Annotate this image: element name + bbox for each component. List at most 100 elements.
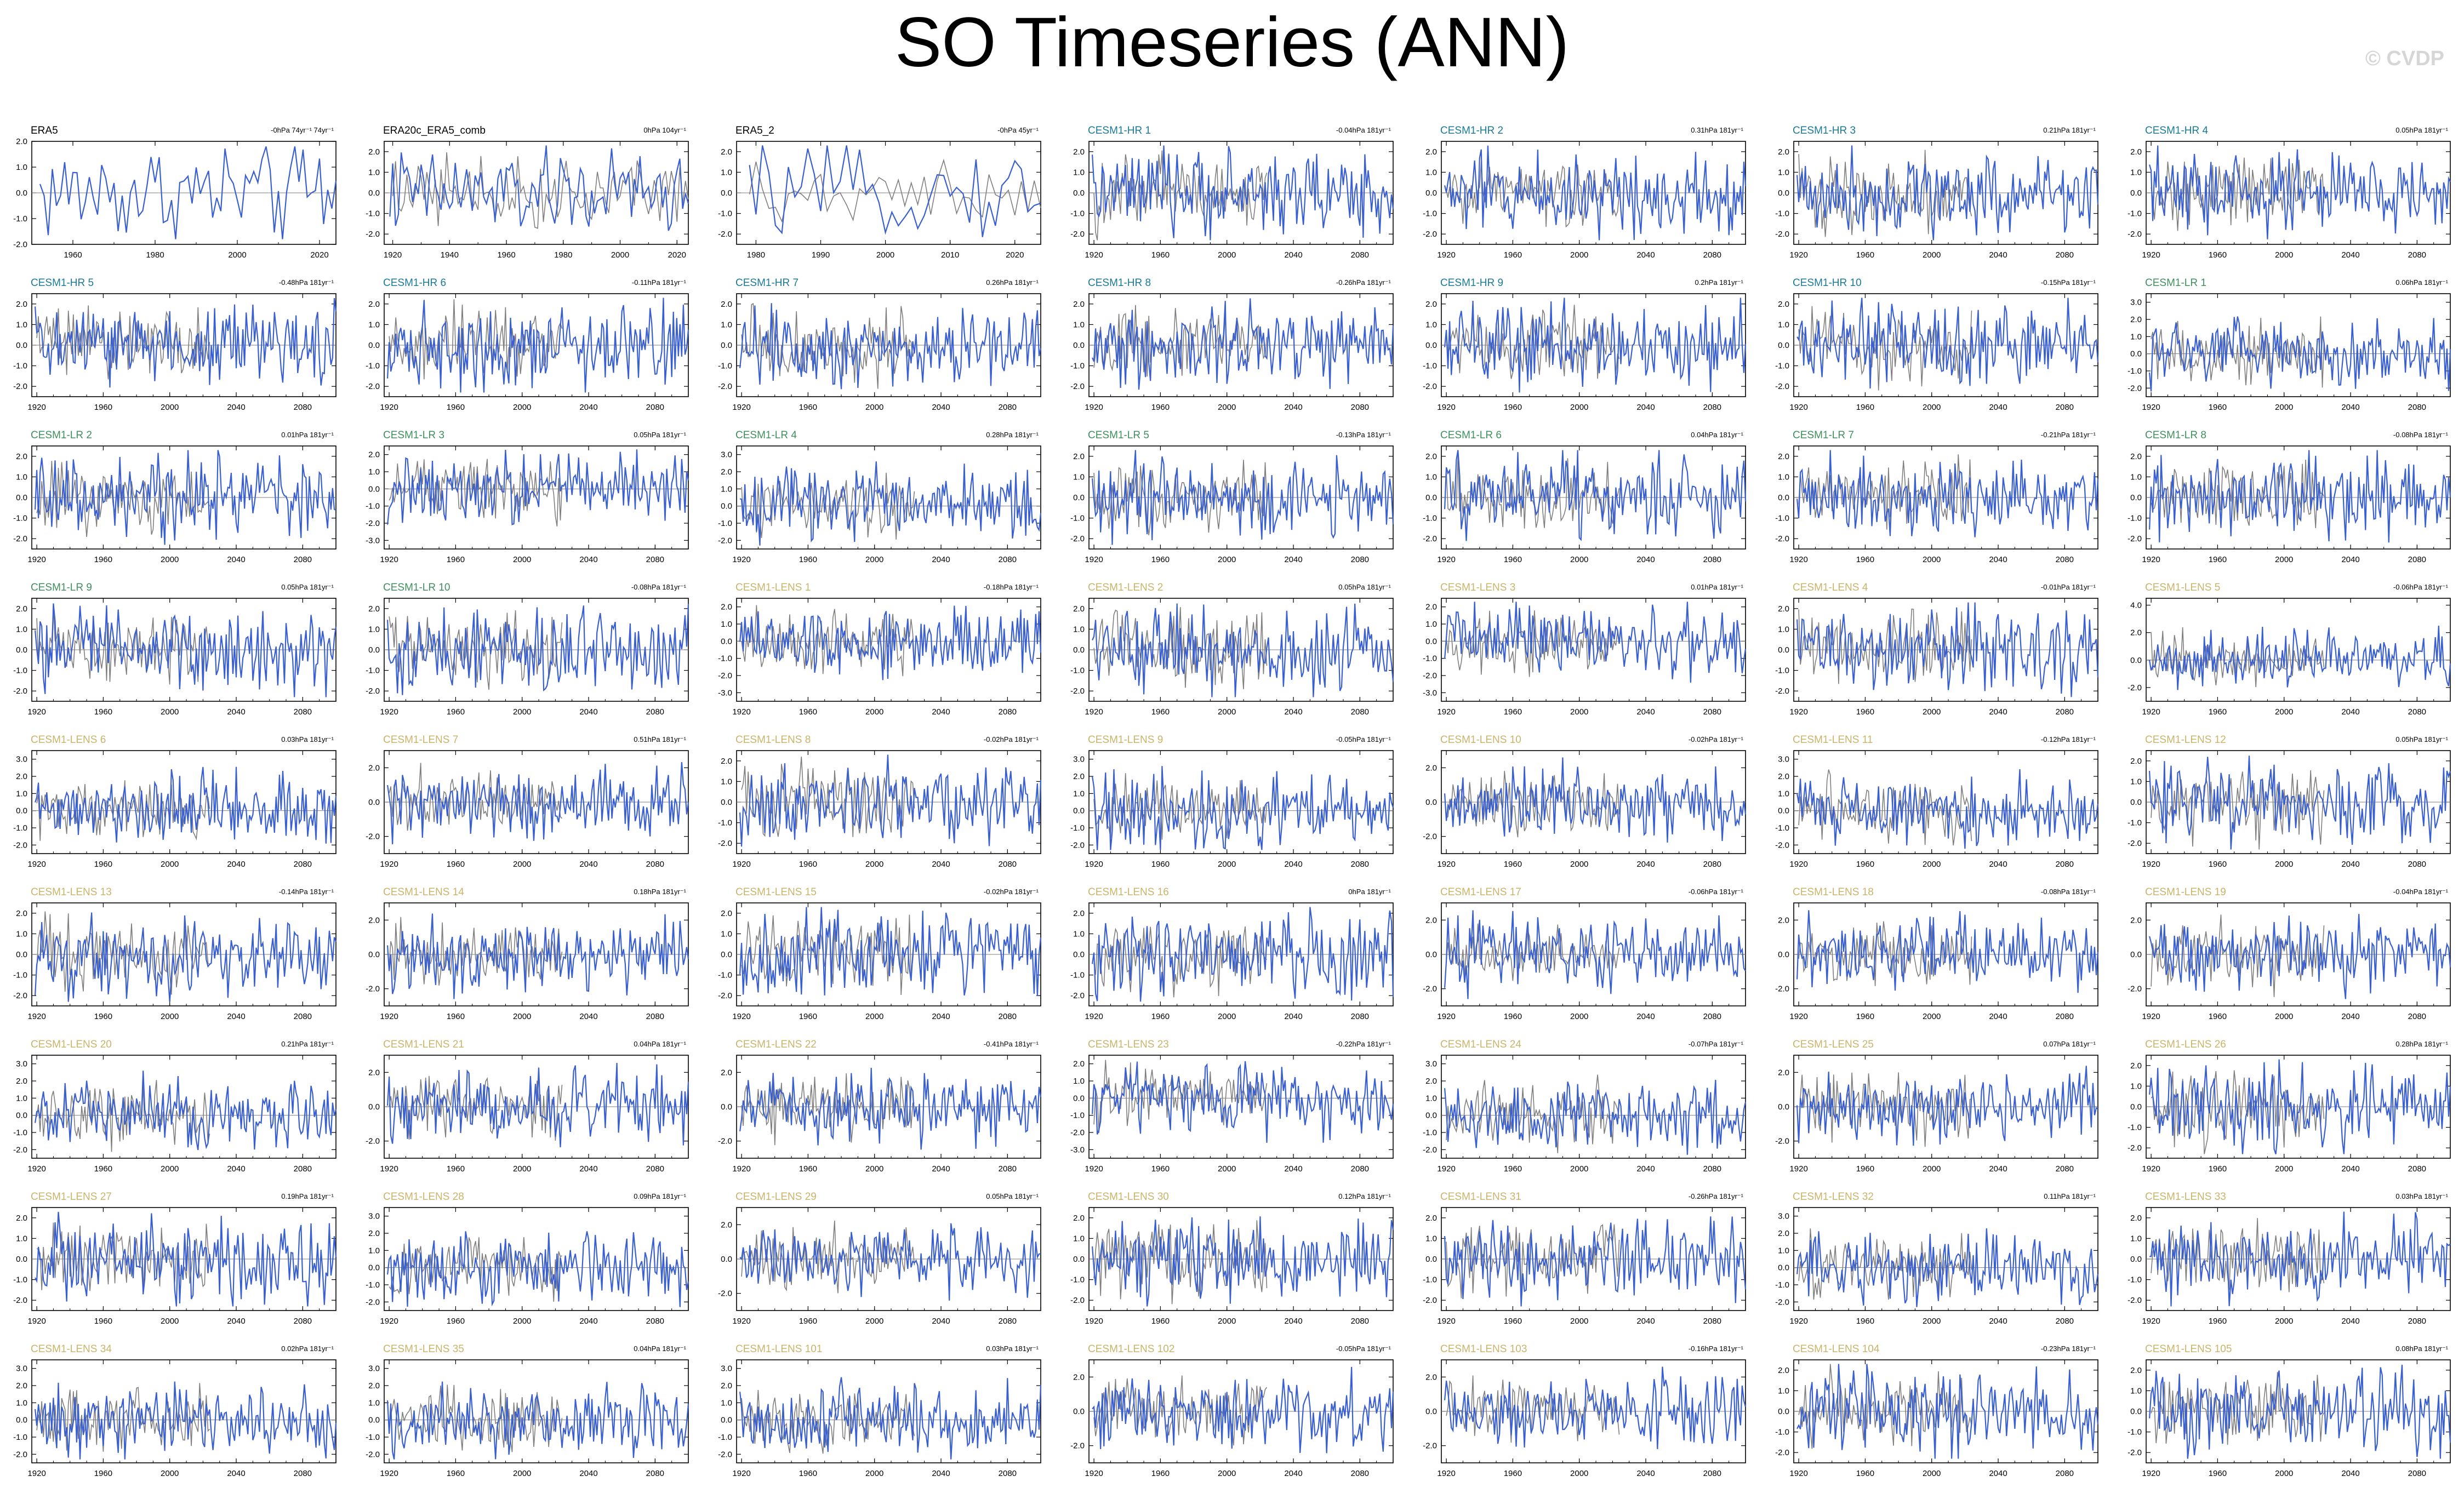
obs-series-line	[741, 605, 915, 677]
y-tick-label: -2.0	[13, 240, 27, 249]
panel-plot: 2.0 1.0 0.0 -1.0 -2.0 1920 1960 2000 2040 2080	[1070, 902, 1394, 1021]
panel-title: CESM1-HR 9	[1440, 277, 1504, 289]
x-tick-label: 1960	[94, 860, 112, 869]
x-tick-label: 2040	[1636, 403, 1655, 412]
panel-title: CESM1-LENS 101	[735, 1343, 823, 1355]
x-tick-label: 1920	[1437, 403, 1455, 412]
x-tick-label: 2000	[161, 403, 179, 412]
x-tick-label: 1960	[1856, 555, 1874, 564]
timeseries-panel: CESM1-LENS 11 -0.12hPa 181yr⁻¹ 3.0 2.0 1.0 0.…	[1775, 734, 2099, 869]
panel-plot: 2.0 1.0 0.0 -1.0 -2.0 1920 1960 2000 2040 2080	[1070, 141, 1394, 260]
x-tick-label: 2000	[865, 1317, 883, 1326]
y-tick-label: -2.0	[1070, 534, 1085, 543]
y-tick-label: -2.0	[366, 230, 380, 239]
x-tick-label: 2000	[1923, 555, 1941, 564]
x-tick-label: 2040	[1989, 1469, 2007, 1478]
panel-title: CESM1-LR 10	[383, 582, 450, 593]
x-tick-label: 2000	[1218, 555, 1236, 564]
series-line	[739, 461, 1042, 546]
y-tick-label: 2.0	[1073, 909, 1085, 918]
x-tick-label: 1960	[1151, 1469, 1170, 1478]
y-tick-label: 2.0	[1778, 1068, 1789, 1077]
x-tick-label: 2000	[513, 860, 531, 869]
y-tick-label: -1.0	[718, 971, 732, 980]
trend-label: -0.14hPa 181yr⁻¹	[278, 888, 334, 896]
series-line	[2149, 316, 2451, 392]
plot-frame	[1441, 1055, 1746, 1159]
y-tick-label: 0.0	[16, 950, 27, 959]
y-tick-label: -1.0	[1070, 971, 1085, 980]
panel-plot: 2.0 1.0 0.0 -1.0 -2.0 1920 1960 2000 2040 2080	[1775, 1359, 2099, 1478]
x-tick-label: 1960	[1856, 250, 1874, 260]
y-tick-label: 0.0	[1778, 493, 1789, 502]
trend-label: 0.03hPa 181yr⁻¹	[986, 1344, 1039, 1353]
trend-label: -0hPa 74yr⁻¹ 74yr⁻¹	[271, 126, 334, 134]
x-tick-label: 1960	[447, 860, 465, 869]
obs-series-line	[1093, 460, 1268, 535]
y-tick-label: 2.0	[1425, 916, 1437, 925]
y-tick-label: -2.0	[1775, 1137, 1789, 1146]
y-tick-label: -1.0	[13, 823, 27, 833]
x-tick-label: 1920	[1437, 1317, 1455, 1326]
panel-plot: 2.0 0.0 -2.0 1920 1960 2000 2040 2080	[366, 1055, 689, 1174]
x-tick-label: 1960	[94, 403, 112, 412]
x-tick-label: 2080	[2056, 403, 2074, 412]
y-tick-label: 0.0	[1778, 645, 1789, 655]
series-line	[1444, 757, 1747, 843]
timeseries-panel: CESM1-LENS 5 -0.06hPa 181yr⁻¹ 4.0 2.0 0.0 -2.…	[2128, 582, 2451, 717]
panel-title: CESM1-LR 8	[2145, 430, 2206, 441]
y-tick-label: 1.0	[368, 168, 380, 177]
timeseries-panel: ERA5 -0hPa 74yr⁻¹ 74yr⁻¹ 2.0 1.0 0.0 -1.0 -2.0…	[13, 125, 337, 260]
panel-title: CESM1-LENS 15	[735, 886, 817, 898]
x-tick-label: 1960	[799, 860, 817, 869]
plot-frame	[736, 445, 1041, 550]
x-tick-label: 2000	[2275, 1469, 2293, 1478]
y-tick-label: -2.0	[1423, 534, 1437, 543]
obs-series-line	[1798, 921, 1972, 986]
y-tick-label: 2.0	[368, 1068, 380, 1077]
obs-series-line	[2151, 1070, 2325, 1154]
y-tick-label: 0.0	[721, 502, 732, 511]
series-line	[387, 297, 689, 393]
trend-label: 0.26hPa 181yr⁻¹	[986, 278, 1039, 287]
x-tick-label: 2080	[646, 1164, 664, 1174]
y-tick-label: 3.0	[721, 1364, 732, 1374]
series-line	[1092, 298, 1394, 390]
x-tick-label: 2040	[1284, 707, 1302, 717]
y-tick-label: -1.0	[13, 666, 27, 676]
y-tick-label: 2.0	[16, 1077, 27, 1086]
y-tick-label: 0.0	[1778, 1102, 1789, 1112]
y-tick-label: -2.0	[366, 382, 380, 391]
y-tick-label: 1.0	[368, 625, 380, 634]
panel-plot: 2.0 0.0 -2.0 1920 1960 2000 2040 2080	[718, 1055, 1042, 1174]
x-tick-label: 1960	[94, 555, 112, 564]
x-tick-label: 1960	[1504, 1317, 1522, 1326]
trend-label: -0.13hPa 181yr⁻¹	[1336, 431, 1391, 439]
x-tick-label: 2080	[294, 860, 312, 869]
y-tick-label: 3.0	[1425, 1060, 1437, 1069]
x-tick-label: 2000	[1218, 1469, 1236, 1478]
panel-title: CESM1-LENS 26	[2145, 1039, 2226, 1050]
y-tick-label: 2.0	[16, 137, 27, 146]
y-tick-label: 0.0	[1425, 1407, 1437, 1416]
trend-label: -0.08hPa 181yr⁻¹	[631, 583, 686, 591]
panel-plot: 2.0 0.0 -2.0 1920 1960 2000 2040 2080	[1070, 1359, 1394, 1478]
y-tick-label: 2.0	[2130, 1214, 2142, 1223]
x-tick-label: 2080	[2056, 1317, 2074, 1326]
trend-label: 0.04hPa 181yr⁻¹	[634, 1344, 686, 1353]
x-tick-label: 2000	[1570, 1012, 1588, 1021]
y-tick-label: 1.0	[16, 320, 27, 329]
obs-series-line	[36, 911, 210, 995]
x-tick-label: 2000	[513, 707, 531, 717]
panel-title: CESM1-LENS 10	[1440, 734, 1521, 746]
y-tick-label: 1.0	[1425, 472, 1437, 482]
x-tick-label: 2000	[865, 707, 883, 717]
page-title: SO Timeseries (ANN)	[894, 3, 1570, 82]
series-line	[35, 766, 337, 844]
y-tick-label: -1.0	[1070, 362, 1085, 371]
y-tick-label: 1.0	[368, 1398, 380, 1408]
timeseries-panel: CESM1-LENS 6 0.03hPa 181yr⁻¹ 3.0 2.0 1.0 0.0 -…	[13, 734, 337, 869]
y-tick-label: -1.0	[1070, 666, 1085, 676]
y-tick-label: 0.0	[1425, 798, 1437, 807]
